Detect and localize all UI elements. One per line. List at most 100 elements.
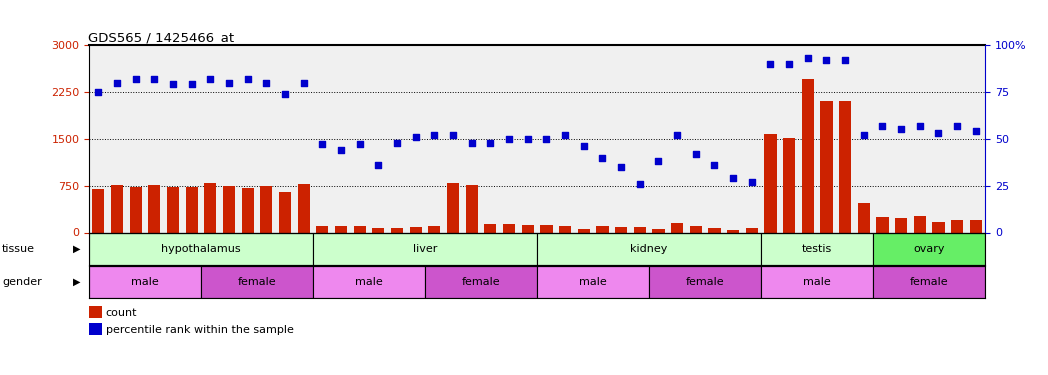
Point bbox=[874, 123, 891, 129]
Bar bbox=[242, 188, 254, 232]
Point bbox=[277, 91, 293, 97]
Bar bbox=[149, 185, 160, 232]
Text: female: female bbox=[238, 277, 277, 287]
Point bbox=[948, 123, 965, 129]
Point bbox=[836, 57, 853, 63]
Bar bbox=[615, 226, 627, 232]
Bar bbox=[313, 233, 537, 265]
Bar bbox=[761, 266, 873, 298]
Bar bbox=[313, 266, 425, 298]
Bar bbox=[914, 216, 925, 232]
Bar bbox=[522, 225, 533, 232]
Bar bbox=[537, 266, 649, 298]
Text: ▶: ▶ bbox=[72, 244, 81, 254]
Text: hypothalamus: hypothalamus bbox=[161, 244, 241, 254]
Text: male: male bbox=[355, 277, 383, 287]
Bar bbox=[857, 202, 870, 232]
Bar bbox=[577, 229, 590, 232]
Bar bbox=[708, 228, 721, 232]
Text: liver: liver bbox=[413, 244, 437, 254]
Point bbox=[183, 81, 200, 87]
Bar bbox=[839, 101, 851, 232]
Point bbox=[258, 80, 275, 86]
Bar bbox=[465, 185, 478, 232]
Point bbox=[613, 164, 630, 170]
Text: ovary: ovary bbox=[914, 244, 945, 254]
Point bbox=[165, 81, 181, 87]
Bar bbox=[391, 228, 403, 232]
Text: testis: testis bbox=[802, 244, 832, 254]
Point bbox=[706, 162, 723, 168]
Bar bbox=[167, 187, 179, 232]
Text: female: female bbox=[910, 277, 948, 287]
Bar bbox=[873, 266, 985, 298]
Point bbox=[408, 134, 424, 140]
Point bbox=[370, 162, 387, 168]
Bar bbox=[130, 187, 141, 232]
Point bbox=[314, 141, 331, 147]
Text: count: count bbox=[106, 308, 137, 318]
Bar bbox=[727, 230, 739, 232]
Point bbox=[389, 140, 406, 146]
Point bbox=[743, 179, 760, 185]
Point bbox=[482, 140, 499, 146]
Point bbox=[109, 80, 126, 86]
Bar bbox=[204, 183, 217, 232]
Point bbox=[781, 61, 798, 67]
Bar bbox=[372, 228, 385, 232]
Point bbox=[800, 55, 816, 61]
Bar bbox=[783, 138, 795, 232]
Point bbox=[762, 61, 779, 67]
Bar bbox=[279, 192, 291, 232]
Text: female: female bbox=[462, 277, 500, 287]
Bar bbox=[876, 217, 889, 232]
Point bbox=[669, 132, 685, 138]
Bar bbox=[671, 223, 683, 232]
Bar bbox=[969, 220, 982, 232]
Point bbox=[501, 136, 518, 142]
Point bbox=[146, 76, 162, 82]
Point bbox=[631, 181, 648, 187]
Point bbox=[296, 80, 312, 86]
Point bbox=[967, 128, 984, 134]
Bar bbox=[260, 186, 272, 232]
Bar bbox=[429, 226, 440, 232]
Bar bbox=[425, 266, 537, 298]
Point bbox=[818, 57, 835, 63]
Point bbox=[912, 123, 929, 129]
Bar bbox=[316, 226, 328, 232]
Bar bbox=[484, 224, 497, 232]
Point bbox=[520, 136, 537, 142]
Text: gender: gender bbox=[2, 277, 42, 287]
Bar bbox=[447, 183, 459, 232]
Bar bbox=[111, 185, 124, 232]
Point bbox=[687, 151, 704, 157]
Bar bbox=[410, 227, 422, 232]
Bar bbox=[761, 233, 873, 265]
Text: kidney: kidney bbox=[631, 244, 668, 254]
Text: male: male bbox=[803, 277, 831, 287]
Point bbox=[221, 80, 238, 86]
Bar bbox=[649, 266, 761, 298]
Bar bbox=[802, 79, 814, 232]
Bar bbox=[933, 222, 944, 232]
Bar bbox=[873, 233, 985, 265]
Point bbox=[444, 132, 461, 138]
Bar bbox=[503, 224, 516, 232]
Point bbox=[575, 143, 592, 149]
Bar bbox=[353, 226, 366, 232]
Bar bbox=[541, 225, 552, 232]
Point bbox=[351, 141, 368, 147]
Bar bbox=[92, 189, 105, 232]
Bar bbox=[690, 226, 702, 232]
Bar bbox=[895, 218, 908, 232]
Bar bbox=[764, 134, 777, 232]
Point bbox=[90, 89, 107, 95]
Point bbox=[855, 132, 872, 138]
Bar bbox=[335, 226, 347, 232]
Text: female: female bbox=[685, 277, 724, 287]
Bar bbox=[89, 233, 313, 265]
Text: percentile rank within the sample: percentile rank within the sample bbox=[106, 325, 293, 334]
Bar bbox=[951, 220, 963, 232]
Bar bbox=[298, 184, 310, 232]
